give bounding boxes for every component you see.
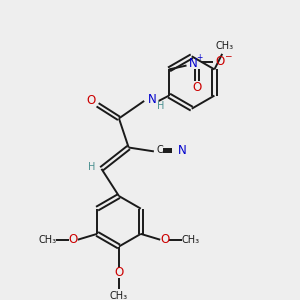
Text: O: O bbox=[193, 81, 202, 94]
Text: N: N bbox=[148, 94, 157, 106]
Text: O: O bbox=[86, 94, 95, 107]
Text: O: O bbox=[68, 233, 77, 246]
Text: H: H bbox=[88, 162, 95, 172]
Text: O: O bbox=[216, 55, 225, 68]
Text: H: H bbox=[157, 101, 164, 111]
Text: −: − bbox=[224, 51, 232, 60]
Text: CH₃: CH₃ bbox=[110, 291, 128, 300]
Text: N: N bbox=[189, 57, 198, 70]
Text: O: O bbox=[160, 233, 170, 246]
Text: C: C bbox=[157, 146, 164, 155]
Text: CH₃: CH₃ bbox=[38, 235, 57, 245]
Text: CH₃: CH₃ bbox=[215, 41, 233, 51]
Text: N: N bbox=[178, 144, 187, 157]
Text: O: O bbox=[114, 266, 124, 279]
Text: CH₃: CH₃ bbox=[181, 235, 200, 245]
Text: +: + bbox=[196, 53, 202, 62]
